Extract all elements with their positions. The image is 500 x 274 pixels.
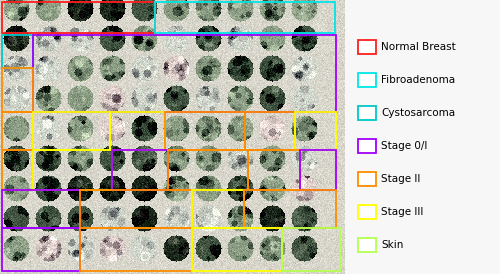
Bar xyxy=(168,150,248,190)
Bar xyxy=(358,40,376,54)
Bar xyxy=(358,106,376,120)
Text: Stage II: Stage II xyxy=(381,174,420,184)
Bar xyxy=(155,2,335,33)
Bar xyxy=(244,190,336,228)
Bar xyxy=(2,228,80,271)
Bar xyxy=(358,205,376,219)
Bar xyxy=(80,190,192,228)
Bar xyxy=(245,112,295,150)
Bar xyxy=(2,190,80,228)
Bar xyxy=(110,112,165,150)
Text: Cystosarcoma: Cystosarcoma xyxy=(381,108,455,118)
Bar xyxy=(295,112,336,150)
Bar xyxy=(358,172,376,186)
Text: Skin: Skin xyxy=(381,240,404,250)
Bar xyxy=(2,2,155,33)
Text: Normal Breast: Normal Breast xyxy=(381,42,456,52)
Bar xyxy=(282,228,340,271)
Bar xyxy=(165,112,245,150)
Bar xyxy=(248,150,300,190)
Bar xyxy=(358,139,376,153)
Bar xyxy=(2,68,33,112)
Text: Fibroadenoma: Fibroadenoma xyxy=(381,75,455,85)
Bar xyxy=(192,190,244,228)
Bar xyxy=(33,112,110,150)
Bar xyxy=(2,35,33,68)
Bar xyxy=(33,35,336,112)
Bar xyxy=(80,228,192,271)
Text: Stage 0/I: Stage 0/I xyxy=(381,141,428,151)
Bar xyxy=(358,238,376,252)
Bar xyxy=(2,150,33,190)
Bar xyxy=(112,150,168,190)
Bar xyxy=(300,150,336,190)
Text: Stage III: Stage III xyxy=(381,207,424,217)
Bar xyxy=(192,228,282,271)
Bar xyxy=(33,150,112,190)
Bar xyxy=(2,112,33,150)
Bar xyxy=(358,73,376,87)
